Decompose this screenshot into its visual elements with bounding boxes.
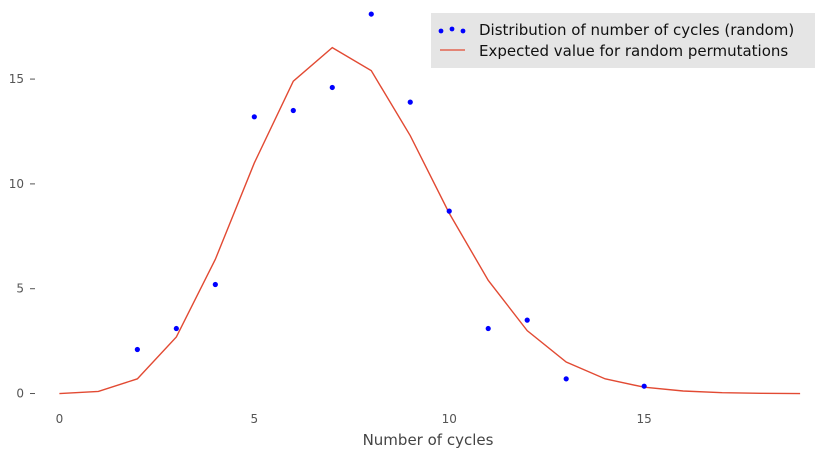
scatter-series [134, 11, 647, 389]
scatter-point [251, 114, 257, 120]
scatter-point [446, 208, 452, 214]
legend-label-scatter: Distribution of number of cycles (random… [479, 21, 794, 39]
x-tick-label: 15 [637, 412, 652, 426]
scatter-point [563, 376, 569, 382]
expected-value-line [59, 46, 801, 395]
legend-background [431, 13, 815, 68]
y-tick-label: 0 [16, 387, 24, 401]
scatter-point [407, 99, 413, 105]
legend-marker-scatter-1 [438, 28, 444, 34]
x-tick-label: 10 [442, 412, 457, 426]
scatter-point [212, 281, 218, 288]
y-tick-label: 15 [9, 72, 24, 86]
y-tick-label: 10 [9, 177, 24, 191]
scatter-point [524, 317, 530, 323]
legend-marker-scatter-3 [460, 28, 466, 34]
scatter-point [485, 325, 491, 332]
legend-label-line: Expected value for random permutations [479, 42, 788, 60]
scatter-point [329, 84, 335, 91]
scatter-point [641, 383, 647, 389]
legend-marker-scatter-2 [449, 26, 455, 32]
axis-ticks: 0 5 10 15 0 5 10 15 [9, 72, 652, 426]
x-tick-label: 5 [250, 412, 258, 426]
x-axis-label: Number of cycles [363, 431, 494, 449]
scatter-point [368, 11, 374, 17]
legend: Distribution of number of cycles (random… [431, 13, 815, 68]
line-series [59, 46, 801, 395]
y-tick-label: 5 [16, 282, 24, 296]
scatter-point [290, 107, 296, 114]
scatter-point [173, 325, 179, 332]
x-tick-label: 0 [56, 412, 64, 426]
scatter-point [134, 346, 140, 353]
